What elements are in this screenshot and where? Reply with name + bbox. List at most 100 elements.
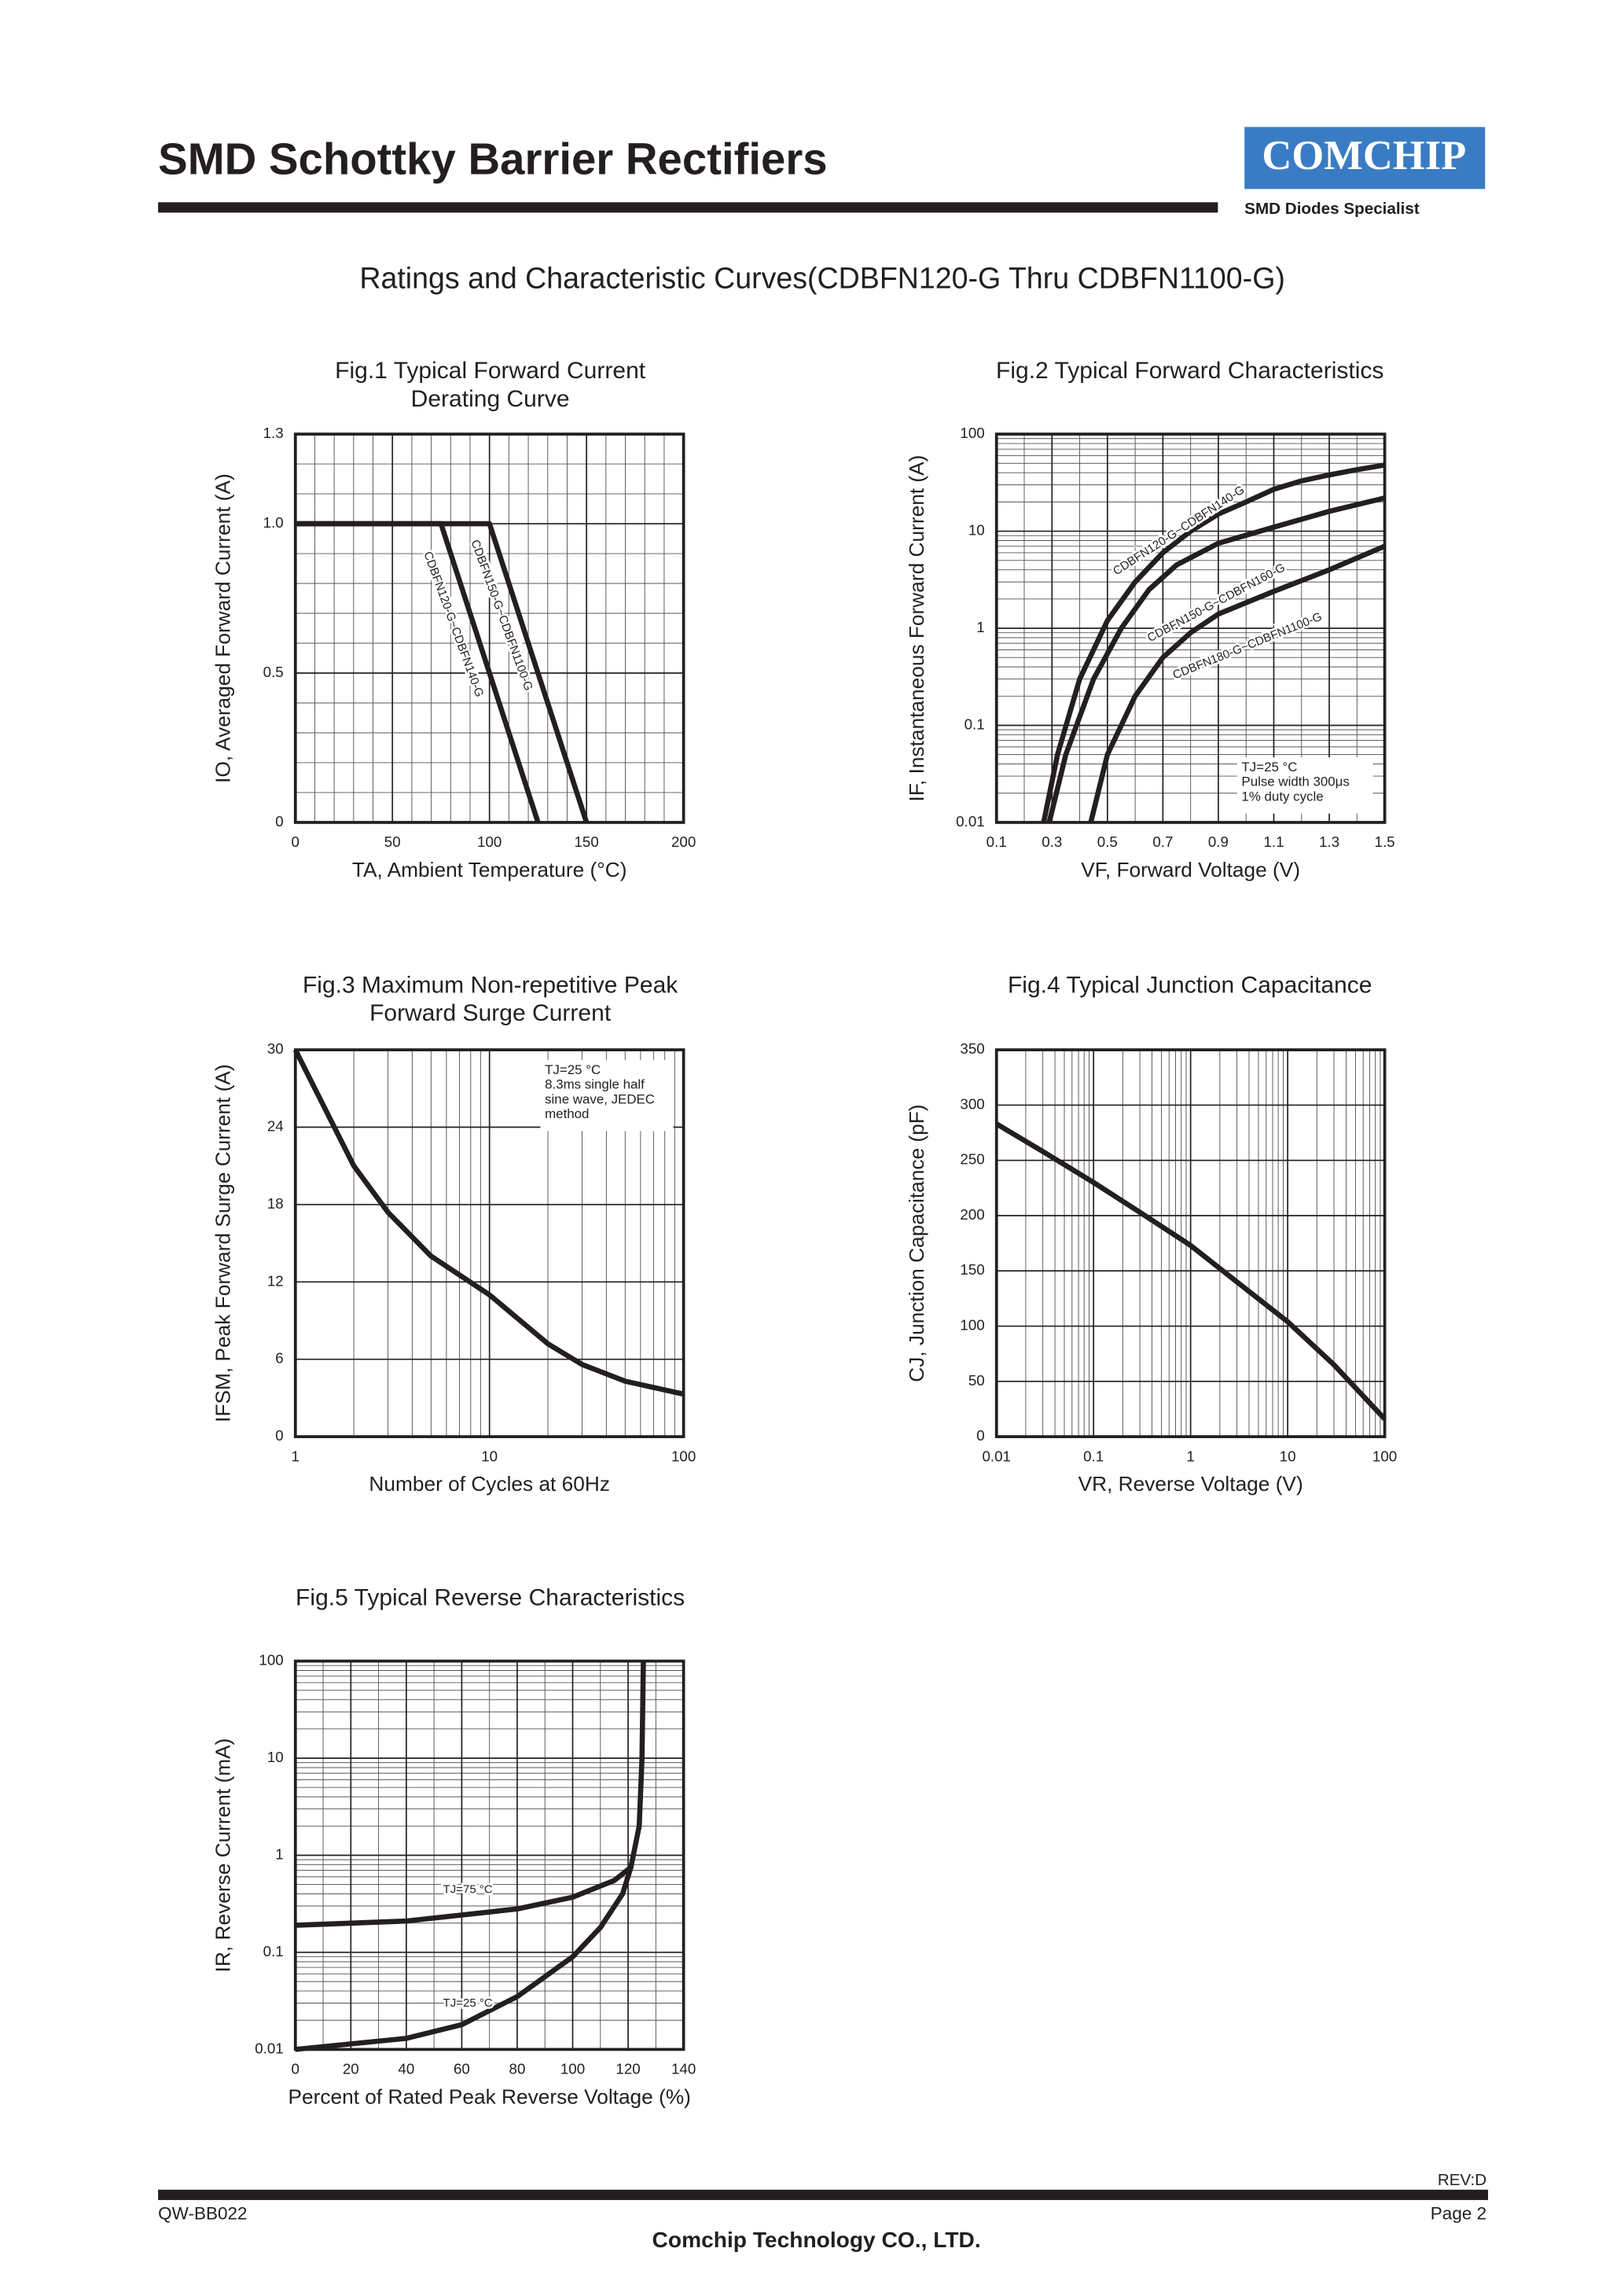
y-tick-label: 100 <box>960 425 984 441</box>
y-tick-label: 0.01 <box>255 2040 284 2056</box>
y-tick-label: 1 <box>275 1845 283 1862</box>
chart-title: Fig.4 Typical Junction Capacitance <box>1008 972 1372 998</box>
revision: REV:D <box>1438 2171 1486 2189</box>
y-tick-label: 24 <box>267 1117 284 1134</box>
company: Comchip Technology CO., LTD. <box>652 2228 981 2252</box>
y-tick-label: 10 <box>968 521 985 538</box>
y-tick-label: 0.1 <box>263 1943 284 1959</box>
y-axis-label: IF, Instantaneous Forward Current (A) <box>905 455 928 802</box>
chart-title: Forward Surge Current <box>369 1000 612 1026</box>
page-number: Page 2 <box>1431 2204 1486 2224</box>
logo-text: COMCHIP <box>1262 133 1466 178</box>
y-tick-label: 0 <box>976 1427 984 1444</box>
x-tick-label: 140 <box>671 2061 696 2077</box>
x-axis-label: Percent of Rated Peak Reverse Voltage (%… <box>288 2084 690 2108</box>
y-tick-label: 150 <box>960 1261 984 1278</box>
x-tick-label: 0.1 <box>1083 1448 1104 1464</box>
y-tick-label: 6 <box>275 1350 283 1367</box>
x-tick-label: 0.7 <box>1152 833 1173 850</box>
y-tick-label: 1.3 <box>263 425 284 441</box>
x-tick-label: 0.3 <box>1042 833 1062 850</box>
annotation: Pulse width 300μs <box>1241 775 1349 789</box>
x-tick-label: 0 <box>292 833 299 850</box>
curve <box>295 1866 634 2052</box>
y-tick-label: 200 <box>960 1206 984 1223</box>
plot-frame <box>293 1048 685 1438</box>
y-tick-label: 10 <box>267 1749 284 1765</box>
x-tick-label: 0 <box>292 2061 299 2077</box>
x-tick-label: 10 <box>481 1448 498 1464</box>
x-tick-label: 20 <box>343 2061 359 2077</box>
annotation: 8.3ms single half <box>545 1077 645 1092</box>
doc-number: QW-BB022 <box>158 2204 247 2224</box>
plot-frame <box>293 432 685 824</box>
page-title: SMD Schottky Barrier Rectifiers <box>158 134 827 183</box>
x-tick-label: 40 <box>398 2061 414 2077</box>
y-axis-label: IO, Averaged Forward Current (A) <box>211 473 235 783</box>
x-tick-label: 1.1 <box>1263 833 1284 850</box>
x-tick-label: 1.5 <box>1375 833 1395 850</box>
curve <box>995 1121 1387 1421</box>
y-tick-label: 1 <box>976 619 984 635</box>
y-axis-label: IFSM, Peak Forward Surge Current (A) <box>211 1064 235 1422</box>
logo <box>1244 127 1486 189</box>
x-tick-label: 100 <box>671 1448 696 1464</box>
curve-label: TJ=75 °C <box>443 1883 493 1897</box>
x-tick-label: 10 <box>1280 1448 1296 1464</box>
x-tick-label: 0.01 <box>982 1448 1011 1464</box>
y-axis-label: CJ, Junction Capacitance (pF) <box>905 1104 928 1382</box>
curve <box>1088 543 1386 823</box>
annotation-box <box>540 1060 674 1131</box>
header-rule <box>158 202 1218 213</box>
y-tick-label: 0 <box>275 1427 283 1444</box>
x-axis-label: VF, Forward Voltage (V) <box>1081 858 1300 881</box>
chart-title: Derating Curve <box>411 386 570 412</box>
x-tick-label: 1 <box>1186 1448 1194 1464</box>
y-tick-label: 350 <box>960 1040 984 1057</box>
chart-title: Fig.2 Typical Forward Characteristics <box>996 358 1383 384</box>
x-axis-label: VR, Reverse Voltage (V) <box>1078 1472 1303 1496</box>
annotation: sine wave, JEDEC <box>545 1091 655 1106</box>
y-tick-label: 100 <box>259 1651 283 1668</box>
annotation: TJ=25 °C <box>545 1062 601 1077</box>
y-tick-label: 30 <box>267 1040 284 1057</box>
footer-rule <box>158 2189 1489 2200</box>
curve <box>1041 462 1386 823</box>
y-tick-label: 1.0 <box>263 514 284 531</box>
y-tick-label: 0.01 <box>956 813 985 830</box>
y-tick-label: 0 <box>275 813 283 830</box>
x-tick-label: 0.9 <box>1208 833 1229 850</box>
plot-frame <box>293 1659 685 2051</box>
curve <box>1046 495 1386 823</box>
annotation-box <box>1236 757 1373 814</box>
x-tick-label: 80 <box>509 2061 526 2077</box>
tagline: SMD Diodes Specialist <box>1244 200 1420 218</box>
annotation: method <box>545 1106 589 1121</box>
annotation: TJ=25 °C <box>1241 760 1297 775</box>
x-tick-label: 200 <box>671 833 696 850</box>
x-tick-label: 100 <box>560 2061 585 2077</box>
y-tick-label: 0.1 <box>964 716 985 732</box>
x-axis-label: TA, Ambient Temperature (°C) <box>352 858 627 881</box>
subtitle: Ratings and Characteristic Curves(CDBFN1… <box>359 262 1285 295</box>
x-tick-label: 1 <box>292 1448 299 1464</box>
y-tick-label: 100 <box>960 1316 984 1333</box>
x-tick-label: 100 <box>1372 1448 1397 1464</box>
chart-title: Fig.5 Typical Reverse Characteristics <box>296 1585 685 1611</box>
y-tick-label: 50 <box>968 1372 985 1389</box>
x-tick-label: 60 <box>454 2061 470 2077</box>
x-tick-label: 50 <box>384 833 401 850</box>
plot-frame <box>994 1048 1387 1438</box>
x-tick-label: 100 <box>477 833 502 850</box>
y-tick-label: 18 <box>267 1195 284 1212</box>
y-tick-label: 250 <box>960 1151 984 1168</box>
x-tick-label: 0.1 <box>987 833 1007 850</box>
curve <box>295 1661 646 1928</box>
chart-title: Fig.3 Maximum Non-repetitive Peak <box>303 972 678 998</box>
curve-label: TJ=25 °C <box>443 1996 493 2010</box>
curve <box>292 1048 685 1397</box>
x-tick-label: 0.5 <box>1097 833 1118 850</box>
y-tick-label: 0.5 <box>263 664 284 680</box>
annotation: 1% duty cycle <box>1241 789 1323 804</box>
